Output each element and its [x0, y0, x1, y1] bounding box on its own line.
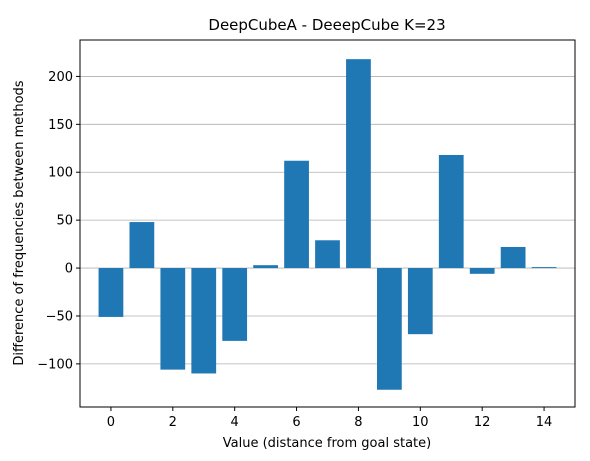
x-tick-label: 10	[412, 415, 429, 430]
bar	[98, 268, 124, 317]
bar	[407, 268, 433, 335]
bar	[500, 246, 526, 269]
bars	[98, 59, 557, 390]
x-tick-label: 14	[536, 415, 553, 430]
y-tick-label: 50	[56, 214, 73, 229]
x-axis-ticks: 0 2 4 6 8 10 12 14	[107, 407, 553, 430]
y-tick-label: 100	[48, 166, 73, 181]
bar	[191, 268, 217, 374]
y-tick-label: −50	[46, 309, 73, 324]
x-axis-label: Value (distance from goal state)	[223, 436, 431, 451]
bar	[438, 154, 464, 269]
plot-frame	[79, 39, 576, 408]
grid-lines	[80, 76, 575, 365]
bar	[160, 268, 186, 370]
y-tick-label: 200	[48, 70, 73, 85]
bar	[284, 160, 309, 269]
bar	[253, 265, 278, 269]
x-tick-label: 6	[292, 415, 300, 430]
bar	[531, 267, 557, 269]
bar	[129, 222, 155, 269]
x-tick-label: 2	[169, 415, 177, 430]
x-tick-label: 4	[231, 415, 239, 430]
y-tick-label: 150	[48, 118, 73, 133]
bar	[377, 268, 402, 390]
y-axis-label: Difference of frequencies between method…	[12, 80, 27, 365]
chart-title: DeepCubeA - DeeepCube K=23	[208, 16, 445, 34]
x-tick-label: 12	[474, 415, 491, 430]
x-tick-label: 0	[107, 415, 115, 430]
bar	[346, 59, 371, 269]
y-tick-label: −100	[37, 357, 73, 372]
x-tick-label: 8	[354, 415, 362, 430]
bar	[469, 268, 495, 274]
bar	[222, 268, 248, 341]
bar	[315, 240, 340, 269]
y-tick-label: 0	[65, 262, 73, 277]
y-axis-ticks: −100 −50 0 50 100 150 200	[37, 70, 80, 372]
